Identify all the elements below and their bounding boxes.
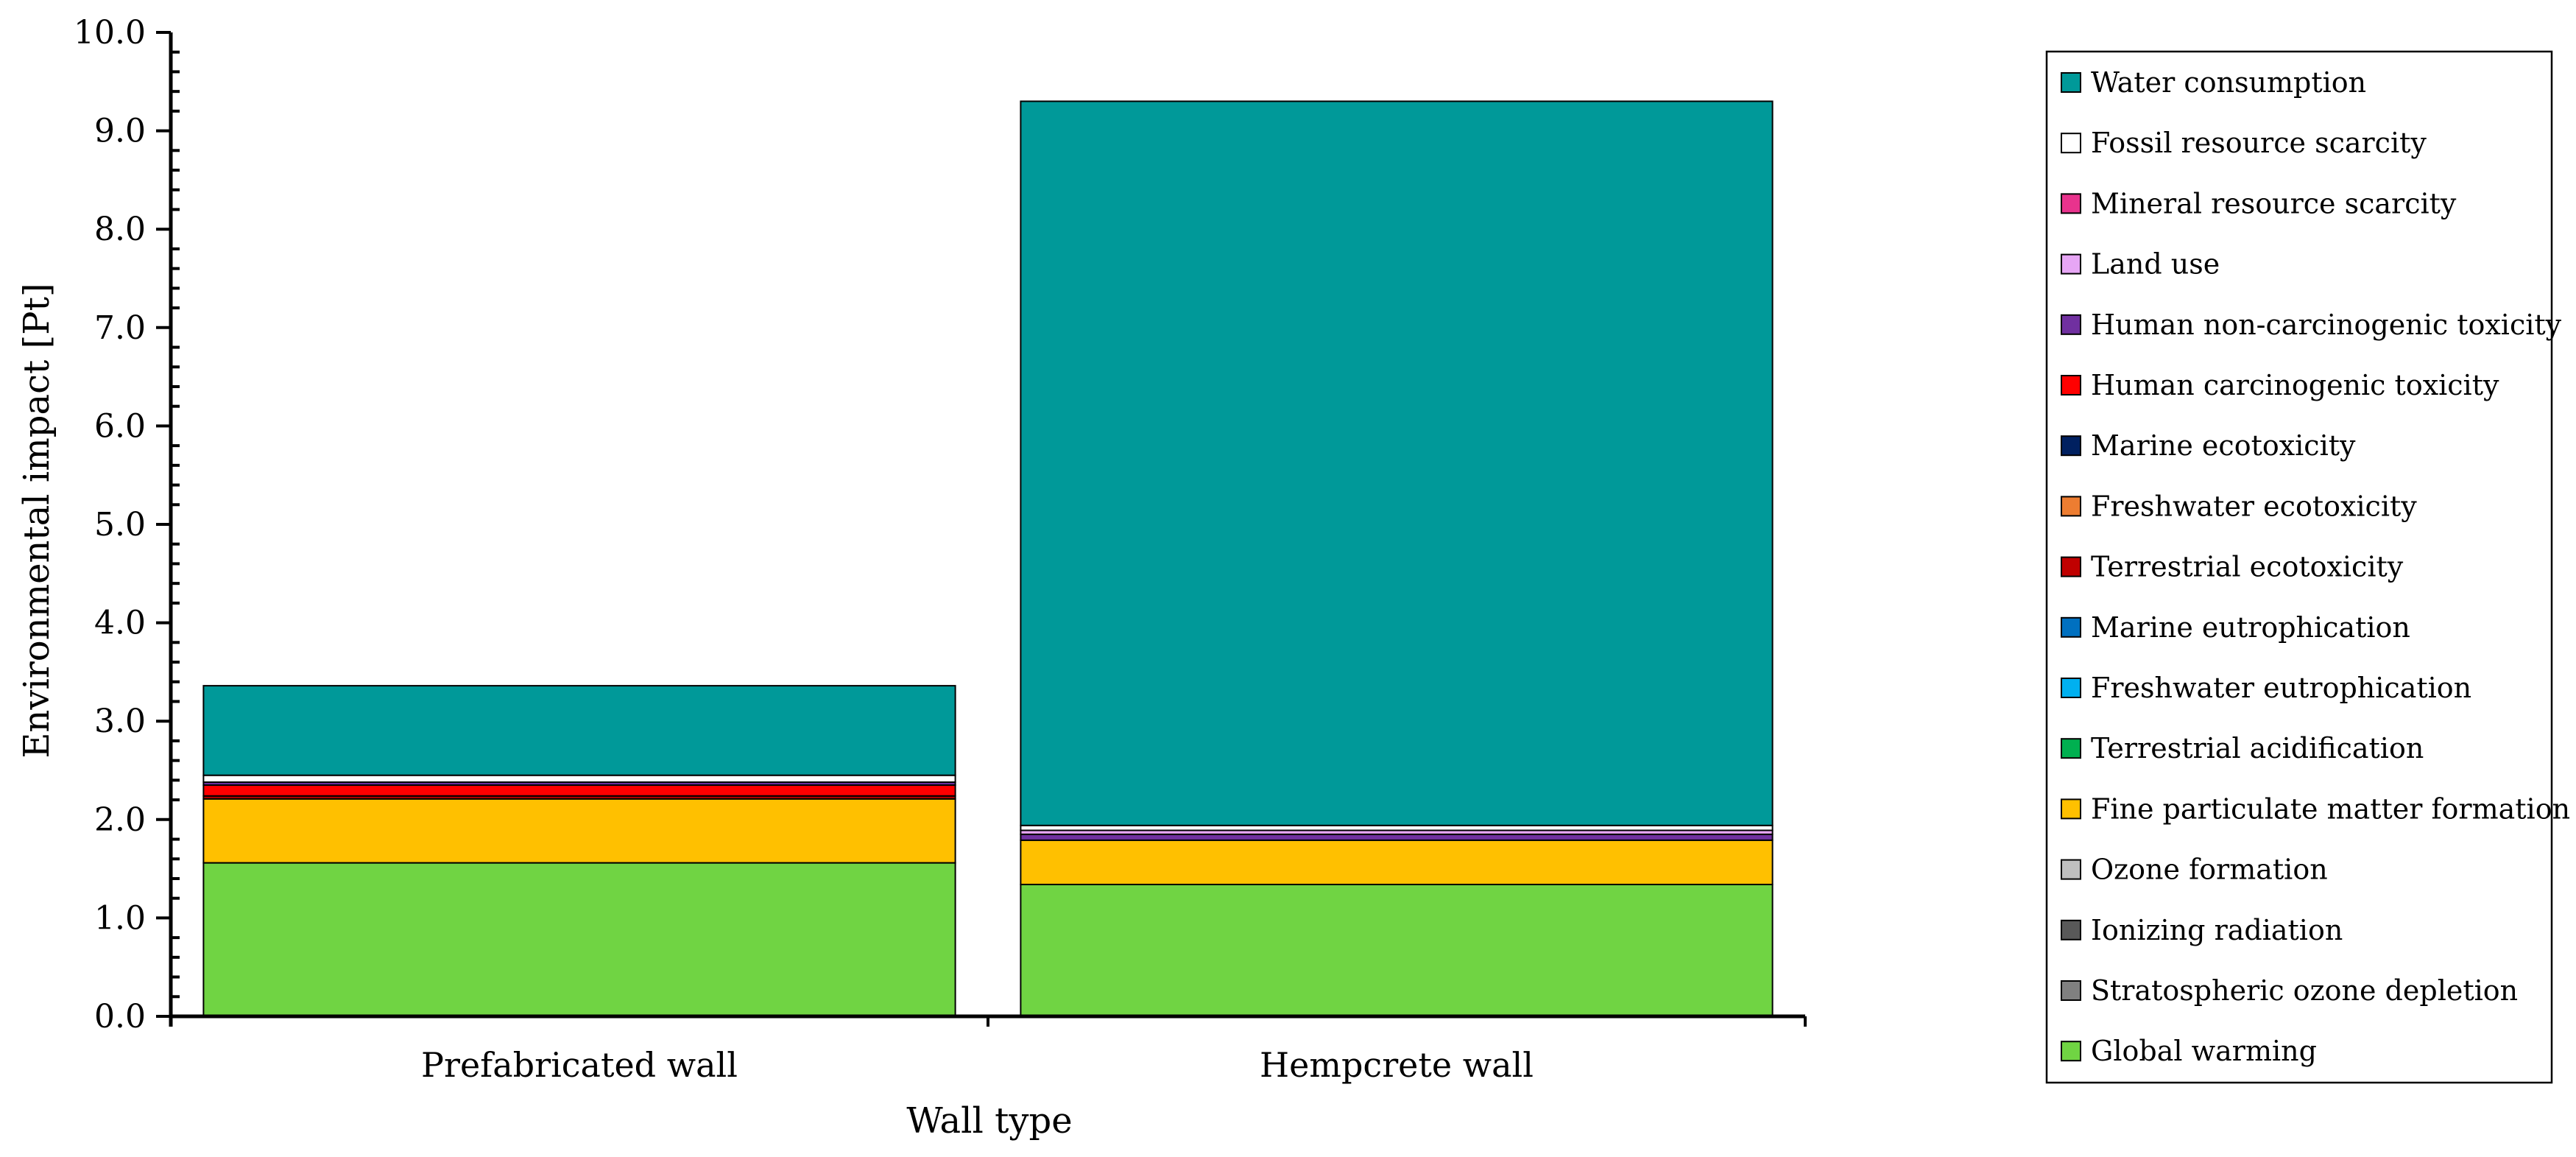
y-tick-label: 5.0 bbox=[94, 506, 146, 544]
y-axis-title: Environmental impact [Pt] bbox=[16, 283, 57, 758]
legend-label: Global warming bbox=[2091, 1035, 2317, 1067]
y-tick-label: 7.0 bbox=[94, 309, 146, 347]
legend-swatch bbox=[2061, 435, 2081, 457]
bar-segment-water-consumption-1 bbox=[1020, 100, 1774, 826]
legend-label: Terrestrial ecotoxicity bbox=[2091, 551, 2404, 583]
legend-swatch bbox=[2061, 919, 2081, 940]
legend-swatch bbox=[2061, 556, 2081, 577]
legend-label: Terrestrial acidification bbox=[2091, 732, 2424, 764]
legend: Water consumption Fossil resource scarcit… bbox=[2045, 50, 2570, 1084]
x-axis-title: Wall type bbox=[906, 1100, 1072, 1142]
bar-segment-fine-particulate-matter-formation-0 bbox=[202, 798, 956, 864]
legend-label: Human carcinogenic toxicity bbox=[2091, 369, 2499, 401]
bar-segment-human-carcinogenic-toxicity-0 bbox=[202, 784, 956, 797]
legend-label: Fossil resource scarcity bbox=[2091, 127, 2427, 159]
legend-label: Ionizing radiation bbox=[2091, 914, 2343, 946]
axes-layer: Prefabricated wall Hempcrete wall 0.0 1.0 2.… bbox=[74, 14, 1807, 1085]
y-tick-label: 10.0 bbox=[74, 14, 146, 52]
legend-label: Ozone formation bbox=[2091, 854, 2328, 886]
y-tick-label: 8.0 bbox=[94, 211, 146, 248]
bar-segment-global-warming-0 bbox=[202, 862, 956, 1017]
bar-segment-water-consumption-0 bbox=[202, 685, 956, 776]
legend-frame bbox=[2045, 50, 2553, 1084]
legend-swatch bbox=[2061, 496, 2081, 517]
y-tick-label: 9.0 bbox=[94, 113, 146, 150]
bars-layer bbox=[202, 100, 1774, 1017]
legend-label: Fine particulate matter formation bbox=[2091, 792, 2570, 825]
legend-swatch bbox=[2061, 375, 2081, 395]
legend-label: Stratospheric ozone depletion bbox=[2091, 974, 2518, 1007]
bar-segment-fossil-resource-scarcity-1 bbox=[1020, 824, 1774, 831]
legend-swatch bbox=[2061, 980, 2081, 1001]
legend-swatch bbox=[2061, 678, 2081, 698]
bar-segment-fine-particulate-matter-formation-1 bbox=[1020, 839, 1774, 885]
legend-label: Marine eutrophication bbox=[2091, 611, 2410, 644]
x-category-label: Hempcrete wall bbox=[1260, 1045, 1534, 1085]
y-tick-label: 0.0 bbox=[94, 998, 146, 1035]
y-tick-label: 4.0 bbox=[94, 605, 146, 642]
legend-label: Mineral resource scarcity bbox=[2091, 187, 2457, 219]
legend-swatch bbox=[2061, 314, 2081, 335]
legend-label: Freshwater eutrophication bbox=[2091, 672, 2471, 704]
x-category-label: Prefabricated wall bbox=[421, 1045, 738, 1085]
y-tick-label: 6.0 bbox=[94, 407, 146, 445]
legend-swatch bbox=[2061, 738, 2081, 759]
bar-segment-global-warming-1 bbox=[1020, 883, 1774, 1017]
legend-swatch bbox=[2061, 616, 2081, 638]
legend-label: Marine ecotoxicity bbox=[2091, 429, 2356, 462]
legend-swatch bbox=[2061, 1041, 2081, 1062]
y-tick-label: 3.0 bbox=[94, 703, 146, 740]
y-tick-label: 2.0 bbox=[94, 801, 146, 839]
legend-swatch bbox=[2061, 133, 2081, 154]
legend-swatch bbox=[2061, 798, 2081, 820]
bar-segment-human-non-carcinogenic-toxicity-1 bbox=[1020, 833, 1774, 841]
y-tick-label: 1.0 bbox=[94, 899, 146, 937]
legend-label: Water consumption bbox=[2091, 66, 2366, 99]
legend-swatch bbox=[2061, 72, 2081, 93]
legend-label: Freshwater ecotoxicity bbox=[2091, 490, 2417, 522]
bar-segment-fossil-resource-scarcity-0 bbox=[202, 774, 956, 784]
legend-swatch bbox=[2061, 253, 2081, 275]
legend-swatch bbox=[2061, 193, 2081, 214]
legend-label: Land use bbox=[2091, 248, 2220, 281]
legend-label: Human non-carcinogenic toxicity bbox=[2091, 309, 2562, 341]
legend-swatch bbox=[2061, 859, 2081, 880]
